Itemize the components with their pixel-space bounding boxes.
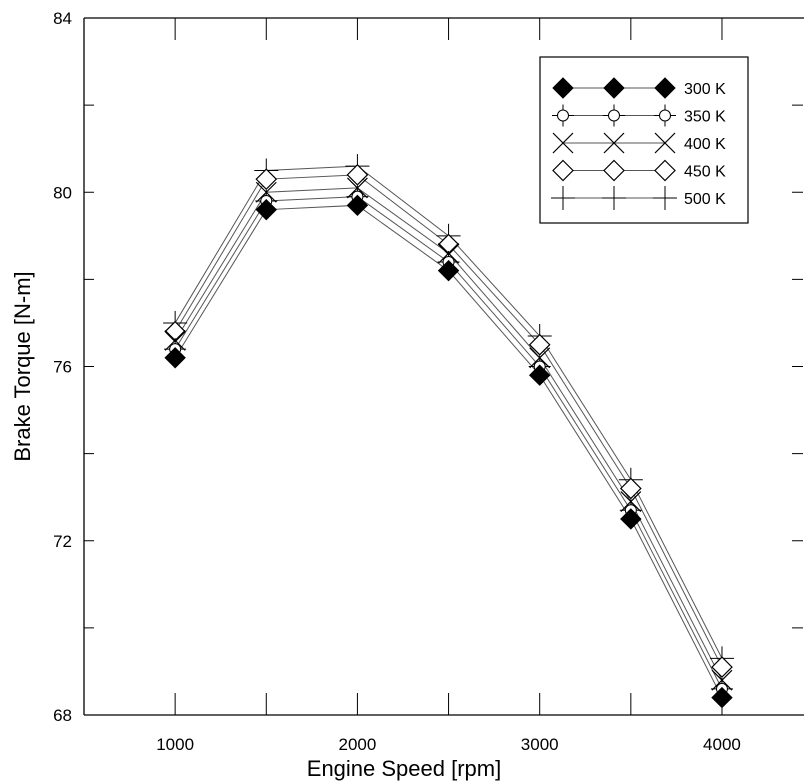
filled-diamond-marker <box>620 508 642 530</box>
open-diamond-marker <box>654 159 676 182</box>
legend-marker <box>654 104 676 127</box>
data-point <box>620 508 642 530</box>
legend-marker <box>654 159 676 182</box>
open-diamond-marker <box>528 333 551 356</box>
legend-marker <box>552 132 574 154</box>
filled-diamond-marker <box>528 364 551 386</box>
y-tick-label: 68 <box>53 706 72 725</box>
filled-diamond-marker <box>346 194 369 217</box>
legend-label: 500 K <box>684 191 726 208</box>
data-point <box>437 259 460 282</box>
filled-diamond-marker <box>437 259 460 282</box>
x-tick-label: 2000 <box>339 735 377 754</box>
data-point <box>164 347 186 369</box>
legend-label: 350 K <box>684 109 726 126</box>
circle-marker <box>557 109 569 122</box>
data-point <box>528 333 551 356</box>
legend-marker <box>552 159 574 182</box>
legend-label: 400 K <box>684 136 726 153</box>
data-point <box>346 163 369 186</box>
open-diamond-marker <box>603 159 625 182</box>
legend-entry: 500 K <box>551 186 726 210</box>
x-stroke-b <box>654 132 676 154</box>
legend-marker <box>552 77 574 99</box>
filled-diamond-marker <box>164 347 186 369</box>
legend-marker <box>603 77 625 99</box>
legend-marker <box>603 132 625 154</box>
legend-label: 450 K <box>684 164 726 181</box>
data-point <box>528 364 551 386</box>
legend-entry: 400 K <box>552 132 726 154</box>
data-point <box>619 477 642 500</box>
y-tick-label: 76 <box>53 358 72 377</box>
data-point <box>255 168 278 191</box>
legend-marker <box>602 186 626 210</box>
filled-diamond-marker <box>552 77 574 99</box>
circle-marker <box>659 109 671 122</box>
filled-diamond-marker <box>603 77 625 99</box>
legend-entry: 350 K <box>552 104 726 127</box>
data-markers <box>163 154 734 709</box>
x-tick-label: 3000 <box>521 735 559 754</box>
legend-entry: 300 K <box>552 77 726 99</box>
y-axis-title: Brake Torque [N-m] <box>10 271 35 461</box>
legend-marker <box>654 132 676 154</box>
open-diamond-marker <box>552 159 574 182</box>
circle-marker <box>608 109 620 122</box>
legend-marker <box>653 186 677 210</box>
y-tick-label: 80 <box>53 183 72 202</box>
data-point <box>711 656 733 678</box>
x-tick-label: 4000 <box>703 735 741 754</box>
legend: 300 K 350 K 400 K 450 K 500 K <box>539 56 749 224</box>
x-tick-label: 1000 <box>156 735 194 754</box>
x-stroke-b <box>603 132 625 154</box>
y-tick-label: 72 <box>53 532 72 551</box>
open-diamond-marker <box>619 477 642 500</box>
open-diamond-marker <box>711 656 733 678</box>
legend-marker <box>551 186 575 210</box>
legend-entry: 450 K <box>552 159 726 182</box>
open-diamond-marker <box>346 163 369 186</box>
open-diamond-marker <box>255 168 278 191</box>
legend-marker <box>552 104 574 127</box>
filled-diamond-marker <box>654 77 676 99</box>
y-tick-label: 84 <box>53 9 72 28</box>
legend-marker <box>603 104 625 127</box>
legend-label: 300 K <box>684 81 726 98</box>
data-point <box>346 194 369 217</box>
legend-marker <box>654 77 676 99</box>
x-stroke-b <box>552 132 574 154</box>
ticks: 1000 2000 3000 4000 68 72 76 80 84 <box>53 9 803 754</box>
x-axis-title: Engine Speed [rpm] <box>307 756 501 781</box>
legend-box <box>539 56 749 224</box>
filled-diamond-marker <box>255 198 277 221</box>
data-point <box>255 198 277 221</box>
legend-marker <box>603 159 625 182</box>
